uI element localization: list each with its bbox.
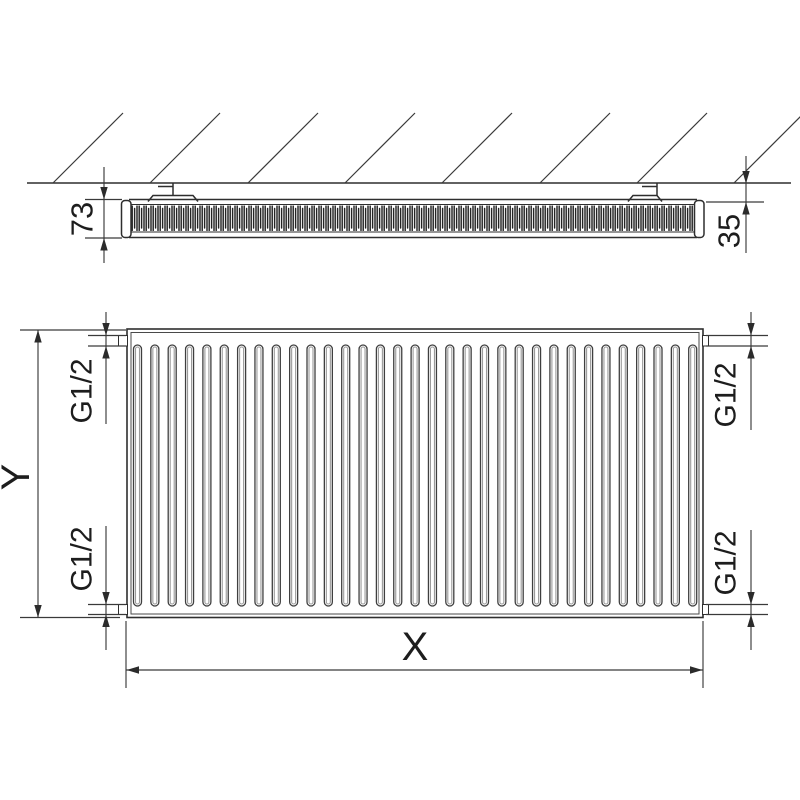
groove xyxy=(219,344,229,607)
hatch-stroke xyxy=(441,112,513,184)
groove xyxy=(618,344,628,607)
groove xyxy=(184,344,195,607)
groove xyxy=(601,344,611,607)
wall-hatching xyxy=(27,112,800,184)
panel-inner-edge xyxy=(130,332,700,615)
hatch-stroke xyxy=(149,112,221,184)
groove xyxy=(445,344,455,607)
groove xyxy=(288,344,299,607)
dimension-thread-top-left: G1/2 xyxy=(66,312,126,424)
groove xyxy=(150,344,160,607)
convector-fins xyxy=(131,205,695,231)
groove xyxy=(462,344,472,607)
port-stub-bottom-right xyxy=(702,604,709,615)
groove xyxy=(132,344,143,607)
groove xyxy=(375,344,386,607)
groove xyxy=(653,344,663,607)
end-cap-right xyxy=(693,199,705,239)
port-stub-bottom-left xyxy=(118,604,128,615)
port-stub-top-right xyxy=(702,335,709,347)
groove xyxy=(566,344,576,607)
end-cap-left xyxy=(120,199,132,239)
port-stub-top-left xyxy=(118,335,128,347)
groove xyxy=(410,344,420,607)
hatch-stroke xyxy=(247,112,319,184)
dimension-thread-top-right: G1/2 xyxy=(706,312,768,430)
thread-label-top-right: G1/2 xyxy=(710,362,743,427)
dimension-width: X xyxy=(125,621,704,688)
hatch-stroke xyxy=(52,112,124,184)
depth-label: 73 xyxy=(65,202,100,236)
groove xyxy=(531,344,542,607)
groove xyxy=(497,344,507,607)
dimension-wall-distance: 35 xyxy=(706,156,764,253)
groove xyxy=(254,344,264,607)
dimension-height: Y xyxy=(0,329,126,619)
thread-label-bottom-left: G1/2 xyxy=(66,526,99,591)
hatch-stroke xyxy=(344,112,416,184)
groove xyxy=(236,344,247,607)
dimension-thread-bottom-right: G1/2 xyxy=(706,530,768,650)
groove xyxy=(393,344,403,607)
groove xyxy=(202,344,212,607)
groove xyxy=(427,344,438,607)
width-label: X xyxy=(402,625,429,669)
groove xyxy=(514,344,524,607)
groove xyxy=(167,344,177,607)
groove xyxy=(670,344,680,607)
groove xyxy=(583,344,594,607)
groove xyxy=(688,344,698,607)
groove xyxy=(636,344,646,607)
height-label: Y xyxy=(0,464,38,491)
wall-bracket-right xyxy=(627,183,663,202)
groove xyxy=(358,344,368,607)
hatch-stroke xyxy=(636,112,708,184)
thread-label-bottom-right: G1/2 xyxy=(710,530,743,595)
hatch-stroke xyxy=(539,112,611,184)
groove xyxy=(479,344,490,607)
groove xyxy=(323,344,334,607)
radiator-top-view xyxy=(120,183,705,239)
wall-bracket-left xyxy=(147,183,199,202)
dimension-depth: 73 xyxy=(65,167,122,263)
groove xyxy=(306,344,316,607)
groove xyxy=(271,344,281,607)
radiator-front-panel xyxy=(118,328,709,619)
wall-distance-label: 35 xyxy=(712,214,747,248)
groove xyxy=(549,344,559,607)
dimension-thread-bottom-left: G1/2 xyxy=(66,526,126,650)
thread-label-top-left: G1/2 xyxy=(66,358,99,423)
groove xyxy=(341,344,351,607)
